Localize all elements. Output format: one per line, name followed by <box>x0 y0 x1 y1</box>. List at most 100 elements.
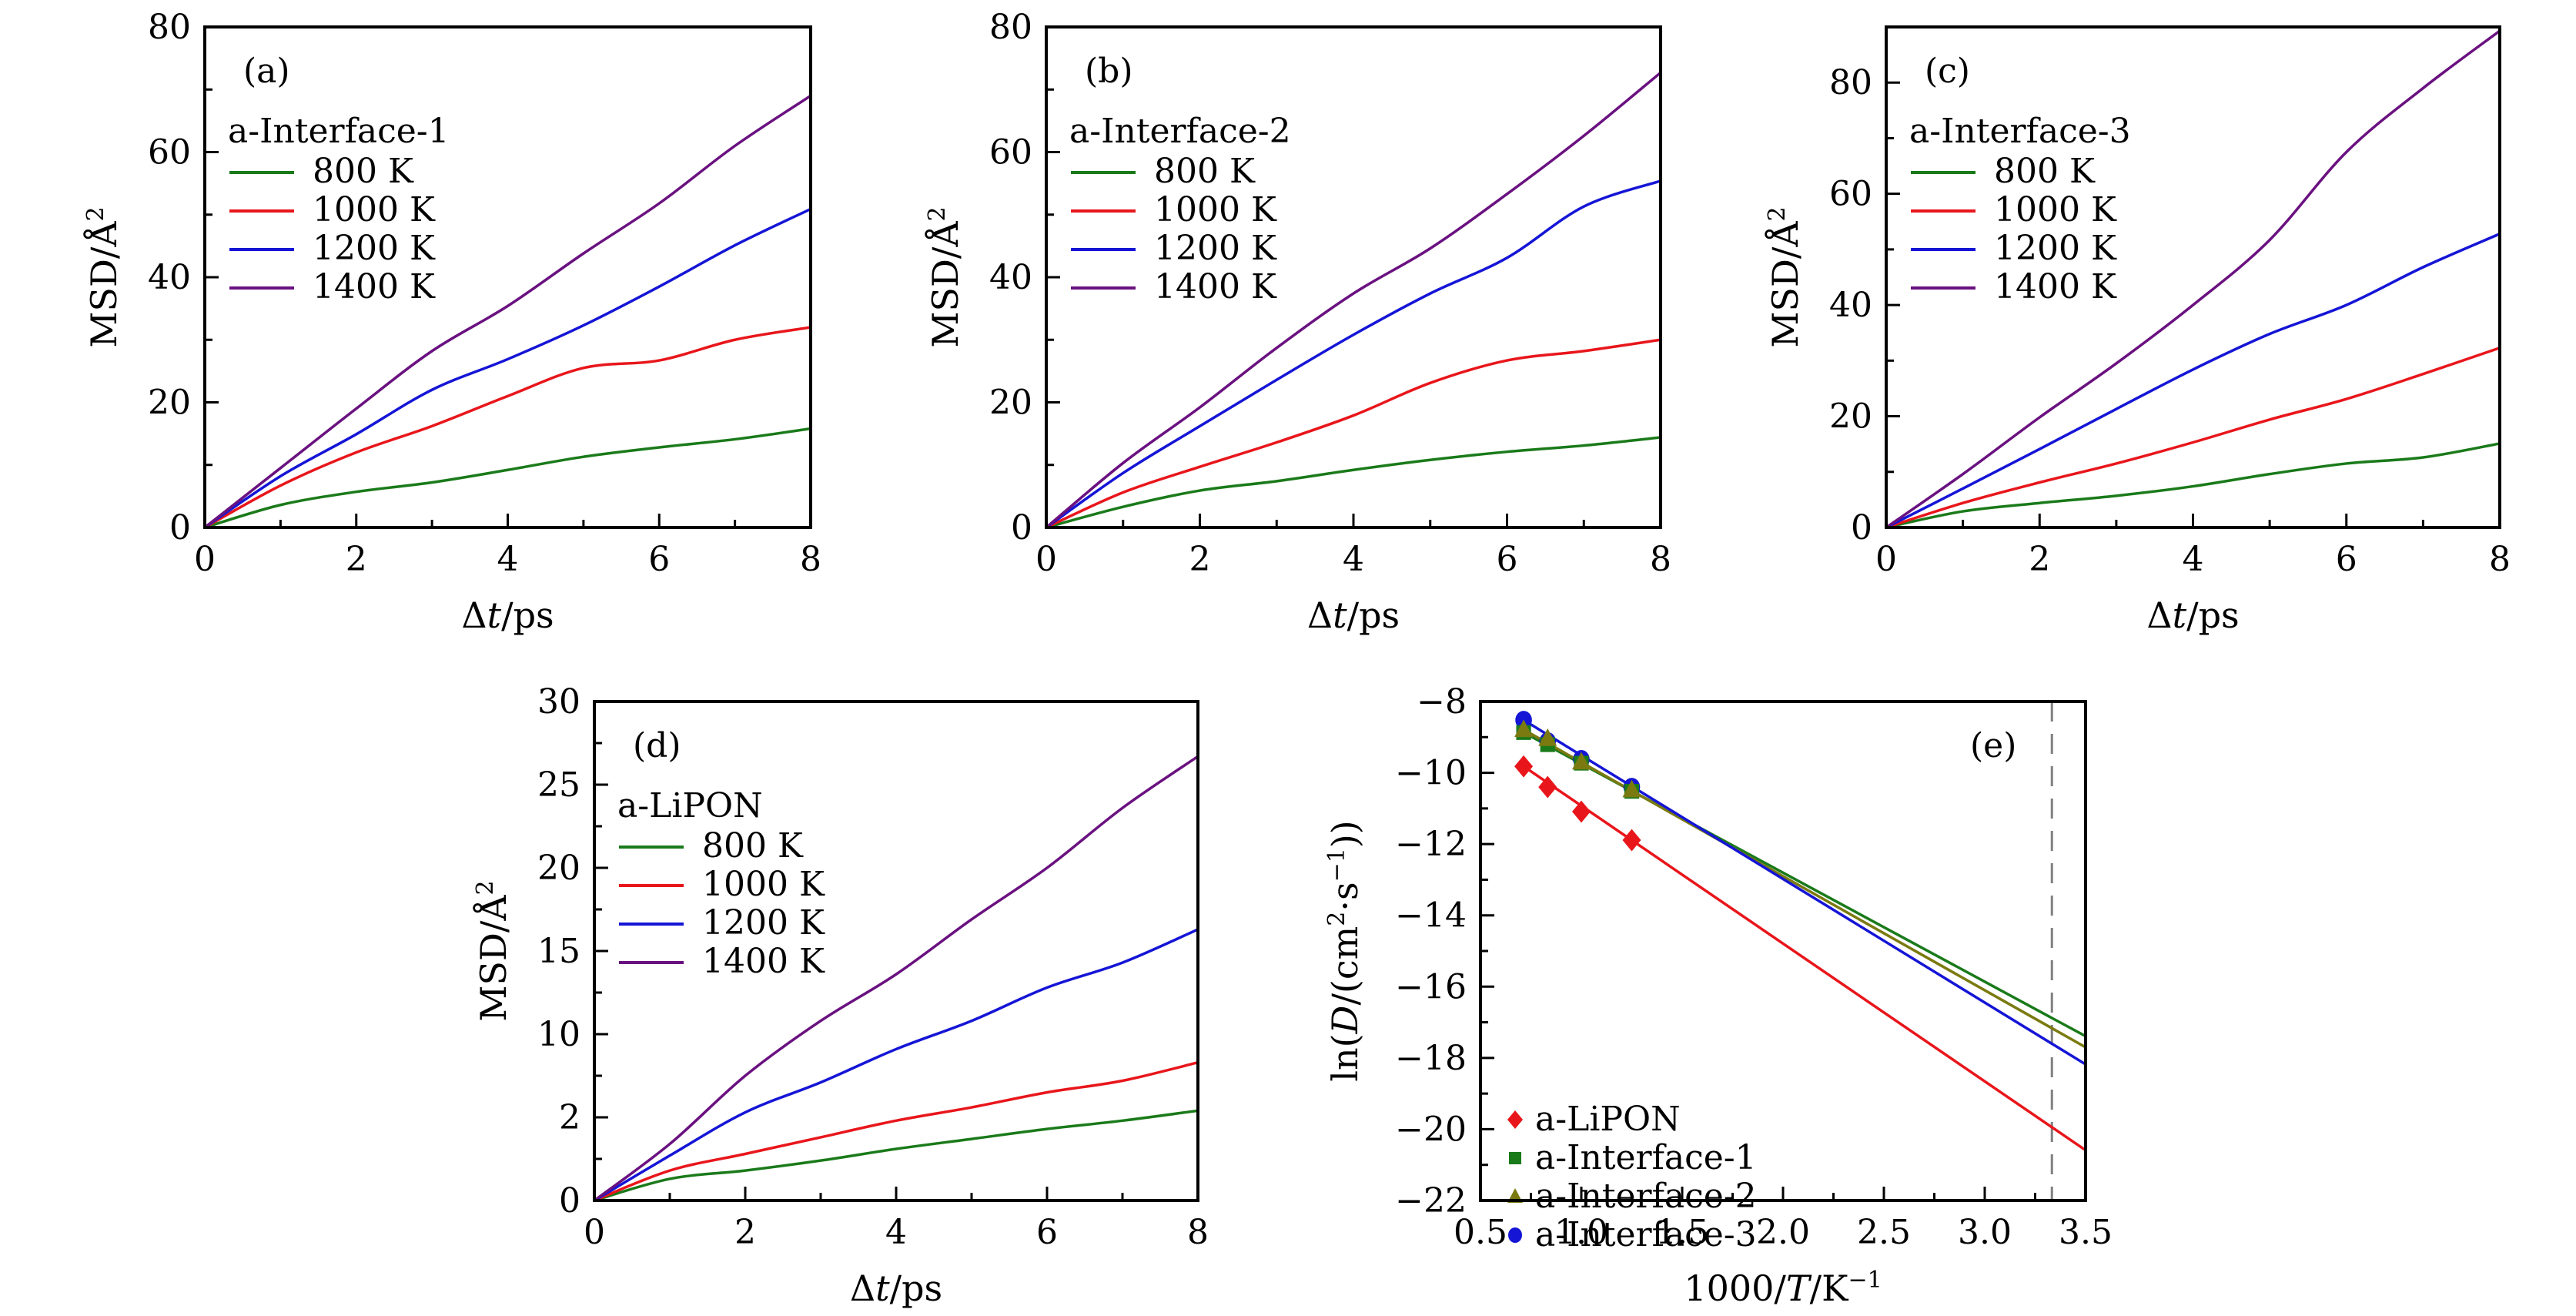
x-tick-label: 8 <box>2489 540 2511 579</box>
y-tick-label: 80 <box>989 8 1032 47</box>
series-line-1200k <box>1886 233 2500 527</box>
x-axis-title: 1000/T/K−1 <box>1684 1267 1882 1310</box>
legend-label: 1000 K <box>1154 190 1277 229</box>
x-tick-label: 0.5 <box>1454 1213 1507 1252</box>
legend-label: 800 K <box>1154 152 1256 191</box>
legend-label: 800 K <box>1994 152 2096 191</box>
legend-marker-square <box>1509 1152 1521 1164</box>
panel-label: (b) <box>1085 52 1133 91</box>
y-tick-label: 40 <box>1829 286 1872 325</box>
legend-label: 1400 K <box>702 942 825 981</box>
legend-label: 1400 K <box>1154 267 1277 306</box>
legend-title: a-Interface-3 <box>1909 112 2131 151</box>
x-tick-label: 2 <box>2029 540 2050 579</box>
y-tick-label: 40 <box>148 258 191 297</box>
x-tick-label: 0 <box>194 540 216 579</box>
y-tick-label: 0 <box>559 1181 580 1221</box>
fit-line-a-interface-2 <box>1523 728 2086 1049</box>
legend-label: a-Interface-2 <box>1535 1177 1757 1216</box>
y-tick-label: −14 <box>1395 896 1467 936</box>
axes-frame <box>1045 25 1662 529</box>
y-tick-label: 10 <box>537 1015 580 1054</box>
legend-title: a-Interface-2 <box>1069 112 1291 151</box>
y-tick-label: −8 <box>1417 682 1467 722</box>
y-tick-label: 20 <box>1829 397 1872 437</box>
panel-b: 0 2 4 6 8020406080Δt/psMSD/Å2(b)a-Interface-… <box>924 8 1672 636</box>
fit-line-a-interface-3 <box>1523 718 2086 1066</box>
axes-frame <box>1479 700 2087 1202</box>
x-tick-label: 2.0 <box>1756 1213 1810 1252</box>
data-point-triangle <box>1514 719 1534 738</box>
y-tick-label: −10 <box>1395 754 1467 793</box>
series-line-1200k <box>594 928 1198 1200</box>
y-tick-label: 80 <box>148 8 191 47</box>
legend-label: 1000 K <box>702 865 825 904</box>
legend-marker-circle <box>1508 1227 1522 1243</box>
legend-label: 1200 K <box>313 229 436 268</box>
x-tick-label: 1.0 <box>1554 1213 1608 1252</box>
x-tick-label: 8 <box>1650 540 1671 579</box>
series-line-1400k <box>1886 29 2500 527</box>
y-tick-label: 40 <box>989 258 1032 297</box>
y-tick-label: 20 <box>989 383 1032 423</box>
y-tick-label: 80 <box>1829 63 1872 102</box>
plot-area <box>1886 29 2500 527</box>
legend-label: 1200 K <box>702 903 825 943</box>
fit-line-a-lipon <box>1523 765 2086 1152</box>
series-line-1200k <box>1046 179 1661 527</box>
x-tick-label: 3.0 <box>1958 1213 2012 1252</box>
panel-d: 0 2 4 6 8 0 2 10 15 20 25 30 Δt/ps MSD/Å2 (d) a-LiPON80… <box>472 682 1209 1309</box>
y-tick-label: 15 <box>537 932 580 971</box>
x-tick-label: 2 <box>734 1213 756 1252</box>
legend-label: a-Interface-1 <box>1535 1138 1757 1177</box>
y-tick-label: 0 <box>1011 508 1032 547</box>
axes-frame <box>203 25 812 529</box>
legend-label: 1200 K <box>1994 229 2117 268</box>
x-tick-label: 0 <box>1035 540 1057 579</box>
plot-area <box>594 755 1198 1200</box>
x-axis-title: Δt/ps <box>850 1267 942 1309</box>
legend-label: 1000 K <box>313 190 436 229</box>
panel-label: (c) <box>1925 52 1970 91</box>
x-tick-label: 3.5 <box>2059 1213 2113 1252</box>
y-tick-label: 60 <box>989 133 1032 172</box>
data-point-triangle <box>1538 728 1557 746</box>
x-tick-label: 6 <box>648 540 670 579</box>
legend-marker-diamond <box>1507 1110 1523 1129</box>
series-line-1000k <box>205 326 811 527</box>
legend-label: 1200 K <box>1154 229 1277 268</box>
x-tick-label: 4 <box>885 1213 907 1252</box>
data-point-diamond <box>1622 829 1641 852</box>
x-tick-label: 6 <box>1036 1213 1058 1252</box>
series-line-1400k <box>1046 71 1661 527</box>
legend-label: a-LiPON <box>1535 1100 1681 1139</box>
series-line-800k <box>205 427 811 527</box>
series-line-800k <box>594 1109 1198 1200</box>
y-tick-label: 0 <box>1851 508 1872 547</box>
y-axis-title: MSD/Å2 <box>1764 206 1807 347</box>
legend-label: a-Interface-3 <box>1535 1215 1757 1254</box>
x-tick-label: 2 <box>346 540 367 579</box>
series-line-1200k <box>205 207 811 527</box>
axes-frame <box>1885 25 2501 529</box>
x-tick-label: 2.5 <box>1857 1213 1911 1252</box>
axes-frame <box>593 700 1199 1202</box>
x-tick-label: 4 <box>497 540 519 579</box>
series-line-1000k <box>1886 347 2500 527</box>
x-tick-label: 4 <box>2183 540 2204 579</box>
x-tick-label: 0 <box>584 1213 605 1252</box>
y-tick-label: 25 <box>537 765 580 805</box>
y-tick-label: −20 <box>1395 1110 1467 1149</box>
y-tick-label: 60 <box>148 133 191 172</box>
legend-label: 1400 K <box>313 267 436 306</box>
y-axis-title: MSD/Å2 <box>472 880 515 1021</box>
y-axis-title: MSD/Å2 <box>82 206 125 347</box>
legend-label: 1400 K <box>1994 267 2117 306</box>
y-tick-label: 20 <box>537 849 580 888</box>
data-point-triangle <box>1622 779 1641 798</box>
legend-title: a-LiPON <box>617 786 763 825</box>
legend-label: 800 K <box>702 826 804 866</box>
panel-label: (d) <box>633 726 681 765</box>
series-line-1400k <box>205 94 811 527</box>
series-line-1000k <box>594 1061 1198 1200</box>
